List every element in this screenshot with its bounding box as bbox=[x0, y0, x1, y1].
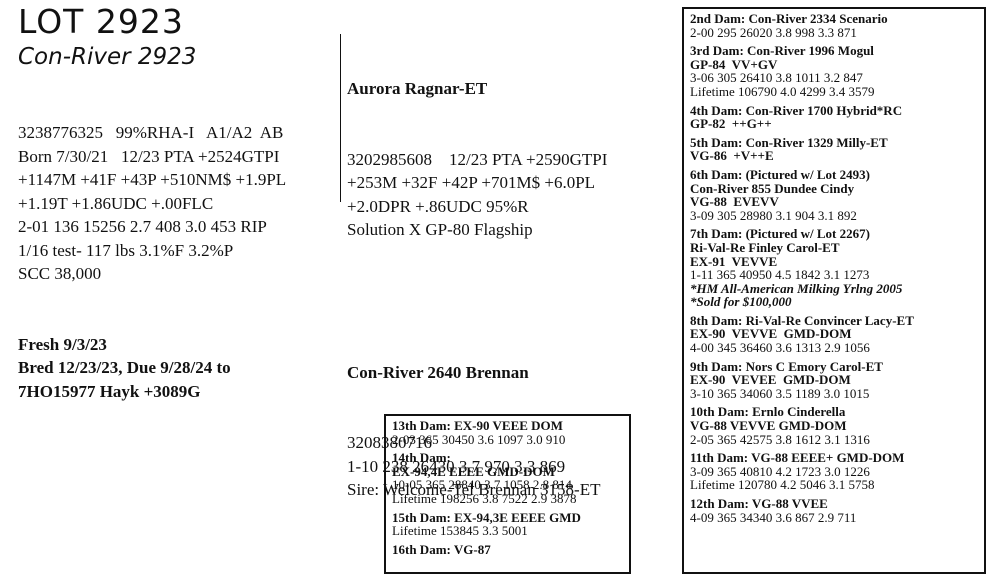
dam-record: 2-03 365 30450 3.6 1097 3.0 910 bbox=[392, 431, 566, 447]
dam-heading: VG-86 +V++E bbox=[690, 148, 774, 164]
parents: Aurora Ragnar-ET 3202985608 12/23 PTA +2… bbox=[347, 30, 607, 549]
dam-heading: 7th Dam: (Pictured w/ Lot 2267) bbox=[690, 226, 870, 242]
dam-heading: EX-94,4E EEEE GMD-DOM bbox=[392, 463, 555, 479]
dam-entry: 2nd Dam: Con-River 2334 Scenario 2-00 295… bbox=[690, 12, 978, 39]
dam-record: 4-09 365 34340 3.6 867 2.9 711 bbox=[690, 509, 857, 525]
info-line: SCC 38,000 bbox=[18, 264, 102, 283]
dam-heading: 12th Dam: VG-88 VVEE bbox=[690, 496, 828, 511]
dam-heading: Con-River 855 Dundee Cindy bbox=[690, 180, 855, 196]
dam-line: 3208380716 bbox=[347, 433, 432, 452]
dam-heading: 4th Dam: Con-River 1700 Hybrid*RC bbox=[690, 102, 903, 118]
dam-heading: 10th Dam: Ernlo Cinderella bbox=[690, 404, 846, 420]
info-line: +1.19T +1.86UDC +.00FLC bbox=[18, 193, 214, 213]
dam-entry: 13th Dam: EX-90 VEEE DOM 2-03 365 30450 3… bbox=[392, 419, 623, 446]
dam-heading: EX-90 VEVVE GMD-DOM bbox=[690, 326, 852, 342]
dam-record: 2-00 295 26020 3.8 998 3.3 871 bbox=[690, 24, 857, 40]
dam-line: 1-10 238 26430 3.7 970 3.3 869 bbox=[347, 456, 566, 476]
dam-heading: 6th Dam: (Pictured w/ Lot 2493) bbox=[690, 166, 870, 182]
info-line: +1147M +41F +43P +510NM$ +1.9PL bbox=[18, 170, 287, 189]
dam-entry: 6th Dam: (Pictured w/ Lot 2493) Con-River… bbox=[690, 168, 978, 222]
dam-entry: 16th Dam: VG-87 bbox=[392, 543, 623, 557]
dam-entry: 4th Dam: Con-River 1700 Hybrid*RC GP-82 +… bbox=[690, 102, 978, 132]
dam-heading: 14th Dam: bbox=[392, 450, 451, 466]
dam-heading: EX-90 VEVEE GMD-DOM bbox=[690, 372, 851, 388]
info-line: 3238776325 99%RHA-I A1/A2 AB bbox=[18, 123, 284, 142]
pedigree-box: 2nd Dam: Con-River 2334 Scenario 2-00 295… bbox=[682, 7, 986, 574]
dam-heading: GP-84 VV+GV bbox=[690, 56, 778, 72]
dam-heading: 15th Dam: EX-94,3E EEEE GMD bbox=[392, 509, 581, 525]
dam-entry: 8th Dam: Ri-Val-Re Convincer Lacy-ET EX-9… bbox=[690, 314, 978, 355]
sire-line: 3202985608 12/23 PTA +2590GTPI bbox=[347, 149, 608, 169]
dam-note: *Sold for $100,000 bbox=[690, 294, 792, 310]
sire-line: Solution X GP-80 Flagship bbox=[347, 220, 533, 239]
breeding-line: Bred 12/23/23, Due 9/28/24 to bbox=[18, 358, 231, 377]
dam-entry: 11th Dam: VG-88 EEEE+ GMD-DOM 3-09 365 40… bbox=[690, 451, 978, 492]
sire-line: +2.0DPR +.86UDC 95%R bbox=[347, 196, 529, 216]
dam-record: 3-09 305 28980 3.1 904 3.1 892 bbox=[690, 207, 857, 223]
dam-record: 3-09 365 40810 4.2 1723 3.0 1226 bbox=[690, 463, 870, 479]
dam-entry: 5th Dam: Con-River 1329 Milly-ET VG-86 +V… bbox=[690, 136, 978, 163]
dam-record: Lifetime 153845 3.3 5001 bbox=[392, 523, 528, 539]
dam-record: 4-00 345 36460 3.6 1313 2.9 1056 bbox=[690, 340, 870, 356]
dam-heading: VG-88 VEVVE GMD-DOM bbox=[690, 418, 847, 434]
dam-heading: 5th Dam: Con-River 1329 Milly-ET bbox=[690, 134, 888, 150]
dam-record: Lifetime 106790 4.0 4299 3.4 3579 bbox=[690, 83, 875, 99]
breeding-line: 7HO15977 Hayk +3089G bbox=[18, 381, 201, 401]
dam-record: 3-06 305 26410 3.8 1011 3.2 847 bbox=[690, 70, 863, 86]
animal-name: Con-River 2923 bbox=[18, 44, 197, 70]
lot-number: LOT 2923 bbox=[18, 2, 184, 41]
dam-line: Sire: Welcome-Tel Brennan 3158-ET bbox=[347, 480, 601, 499]
dam-record: 1-11 365 40950 4.5 1842 3.1 1273 bbox=[690, 267, 870, 283]
dam-record: 3-10 365 34060 3.5 1189 3.0 1015 bbox=[690, 385, 870, 401]
dam-heading: 8th Dam: Ri-Val-Re Convincer Lacy-ET bbox=[690, 312, 914, 328]
divider bbox=[340, 34, 341, 202]
dam-heading: 11th Dam: VG-88 EEEE+ GMD-DOM bbox=[690, 450, 905, 466]
dam-heading: GP-82 ++G++ bbox=[690, 116, 772, 132]
dam-entry: 10th Dam: Ernlo Cinderella VG-88 VEVVE GM… bbox=[690, 405, 978, 446]
info-line: 1/16 test- 117 lbs 3.1%F 3.2%P bbox=[18, 240, 234, 260]
info-line: Born 7/30/21 12/23 PTA +2524GTPI bbox=[18, 146, 280, 166]
dam-record: 10-05 365 28840 3.7 1058 2.8 814 bbox=[392, 477, 572, 493]
dam-record: Lifetime 198256 3.8 7522 2.9 3878 bbox=[392, 490, 577, 506]
dam-heading: 16th Dam: VG-87 bbox=[392, 541, 491, 557]
dam-heading: 2nd Dam: Con-River 2334 Scenario bbox=[690, 11, 888, 26]
dam-record: Lifetime 120780 4.2 5046 3.1 5758 bbox=[690, 477, 875, 493]
dam-heading: Ri-Val-Re Finley Carol-ET bbox=[690, 239, 840, 255]
breeding-line: Fresh 9/3/23 bbox=[18, 334, 107, 354]
dam-entry: 7th Dam: (Pictured w/ Lot 2267) Ri-Val-Re… bbox=[690, 227, 978, 309]
sire-name: Aurora Ragnar-ET bbox=[347, 79, 488, 98]
dam-heading: 3rd Dam: Con-River 1996 Mogul bbox=[690, 43, 874, 59]
pedigree-box: 13th Dam: EX-90 VEEE DOM 2-03 365 30450 3… bbox=[384, 414, 631, 574]
dam-entry: 9th Dam: Nors C Emory Carol-ET EX-90 VEVE… bbox=[690, 360, 978, 401]
dam-entry: 14th Dam: EX-94,4E EEEE GMD-DOM 10-05 365 … bbox=[392, 451, 623, 505]
animal-info: 3238776325 99%RHA-I A1/A2 AB Born 7/30/21… bbox=[18, 74, 286, 450]
dam-record: 2-05 365 42575 3.8 1612 3.1 1316 bbox=[690, 431, 870, 447]
dam-heading: 9th Dam: Nors C Emory Carol-ET bbox=[690, 358, 883, 374]
dam-heading: EX-91 VEVVE bbox=[690, 253, 778, 269]
dam-entry: 3rd Dam: Con-River 1996 Mogul GP-84 VV+GV… bbox=[690, 44, 978, 98]
dam-note: *HM All-American Milking Yrlng 2005 bbox=[690, 280, 903, 296]
dam-heading: VG-88 EVEVV bbox=[690, 194, 779, 210]
dam-entry: 15th Dam: EX-94,3E EEEE GMD Lifetime 1538… bbox=[392, 509, 623, 539]
info-line: 2-01 136 15256 2.7 408 3.0 453 RIP bbox=[18, 217, 267, 236]
dam-name: Con-River 2640 Brennan bbox=[347, 362, 529, 382]
dam-entry: 12th Dam: VG-88 VVEE 4-09 365 34340 3.6 8… bbox=[690, 497, 978, 524]
dam-heading: 13th Dam: EX-90 VEEE DOM bbox=[392, 418, 563, 433]
sire-line: +253M +32F +42P +701M$ +6.0PL bbox=[347, 173, 596, 192]
